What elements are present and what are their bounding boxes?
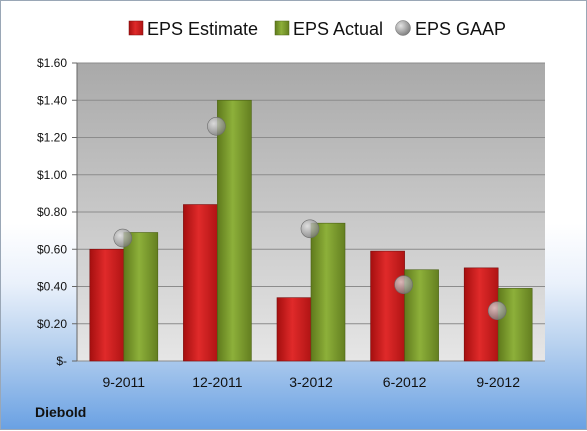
y-tick-label: $1.00: [37, 168, 67, 182]
y-tick-label: $1.20: [37, 131, 67, 145]
legend-label-actual: EPS Actual: [293, 19, 383, 39]
legend: EPS Estimate EPS Actual EPS GAAP: [128, 19, 506, 39]
marker-eps-gaap: [394, 275, 413, 294]
x-tick-label: 12-2011: [192, 374, 243, 390]
x-tick-label: 6-2012: [383, 374, 427, 390]
y-tick-label: $0.20: [37, 317, 67, 331]
company-label: Diebold: [35, 404, 87, 420]
y-tick-labels: $- $0.20 $0.40 $0.60 $0.80 $1.00 $1.20 $1.40 $1.…: [37, 56, 67, 368]
bars: [89, 99, 533, 362]
y-tick-label: $-: [56, 354, 67, 368]
bar-eps-estimate: [370, 250, 405, 362]
bar-eps-actual: [310, 222, 346, 362]
bar-eps-actual: [123, 232, 159, 362]
y-tick-label: $1.40: [37, 93, 67, 107]
x-tick-label: 3-2012: [289, 374, 333, 390]
marker-eps-gaap: [113, 228, 133, 248]
x-tick-label: 9-2012: [476, 374, 520, 390]
legend-label-gaap: EPS GAAP: [415, 19, 506, 39]
marker-eps-gaap: [487, 301, 507, 321]
legend-marker-gaap: [395, 20, 411, 36]
bar-eps-actual: [497, 288, 533, 362]
marker-eps-gaap: [300, 219, 320, 239]
bar-eps-estimate: [89, 248, 125, 362]
legend-swatch-actual: [274, 20, 290, 36]
bar-eps-actual: [217, 99, 252, 362]
x-tick-labels: 9-2011 12-2011 3-2012 6-2012 9-2012: [103, 374, 521, 390]
bar-eps-estimate: [183, 204, 218, 362]
y-tick-label: $1.60: [37, 56, 67, 70]
legend-label-estimate: EPS Estimate: [147, 19, 258, 39]
bar-eps-estimate: [276, 297, 312, 362]
y-tick-label: $0.40: [37, 280, 67, 294]
y-tick-label: $0.60: [37, 242, 67, 256]
legend-swatch-estimate: [128, 20, 144, 36]
marker-eps-gaap: [207, 117, 226, 136]
y-tick-label: $0.80: [37, 205, 67, 219]
gaap-markers: [113, 117, 507, 321]
x-tick-label: 9-2011: [103, 374, 146, 390]
